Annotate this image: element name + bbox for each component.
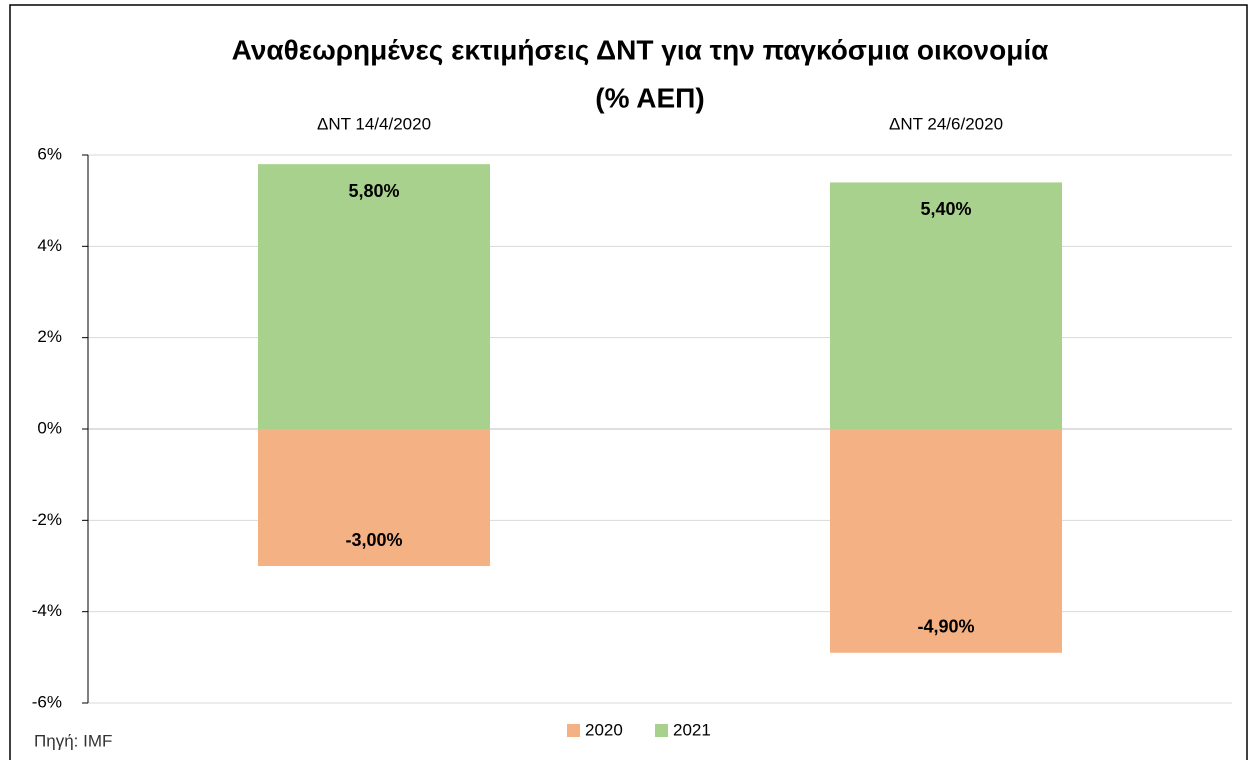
legend-swatch	[655, 724, 668, 737]
x-category-label: ΔΝΤ 14/4/2020	[317, 114, 431, 133]
value-label: -3,00%	[345, 530, 402, 550]
legend-swatch	[567, 724, 580, 737]
bar	[830, 182, 1062, 429]
source-note: Πηγή: IMF	[34, 731, 112, 750]
y-tick-label: -6%	[32, 692, 62, 711]
legend-label: 2021	[673, 720, 711, 739]
y-tick-label: -4%	[32, 601, 62, 620]
value-label: 5,80%	[348, 181, 399, 201]
y-tick-label: -2%	[32, 510, 62, 529]
y-tick-label: 2%	[37, 327, 62, 346]
bar	[258, 429, 490, 566]
value-label: 5,40%	[920, 199, 971, 219]
y-tick-label: 4%	[37, 236, 62, 255]
value-label: -4,90%	[917, 617, 974, 637]
legend-label: 2020	[585, 720, 623, 739]
x-category-label: ΔΝΤ 24/6/2020	[889, 114, 1003, 133]
bar	[830, 429, 1062, 653]
chart-title: Αναθεωρημένες εκτιμήσεις ΔΝΤ για την παγ…	[232, 34, 1049, 65]
bar	[258, 164, 490, 429]
y-tick-label: 6%	[37, 144, 62, 163]
y-tick-label: 0%	[37, 418, 62, 437]
chart-title: (% ΑΕΠ)	[595, 82, 704, 113]
